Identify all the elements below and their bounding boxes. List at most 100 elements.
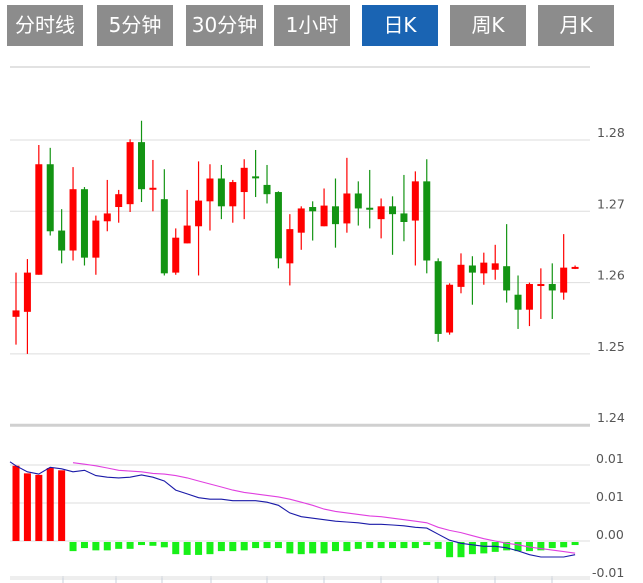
period-tabs: 分时线 5分钟 30分钟 1小时 日K 周K 月K xyxy=(0,0,643,50)
candle-up xyxy=(92,215,100,275)
candle-body xyxy=(195,200,203,227)
candle-down xyxy=(503,224,511,303)
candle-body xyxy=(468,265,476,273)
candle-up xyxy=(12,272,20,345)
macd-bar-negative xyxy=(411,542,419,549)
macd-tick-label: 0.00 xyxy=(596,527,624,542)
candle-down xyxy=(423,159,431,274)
candle-up xyxy=(183,189,191,244)
candle-up xyxy=(297,206,305,250)
tab-weekly-k[interactable]: 周K xyxy=(450,5,526,46)
candle-up xyxy=(149,159,157,212)
candle-body xyxy=(400,213,408,222)
macd-bar-negative xyxy=(138,542,146,546)
candle-body xyxy=(331,206,339,225)
candle-body xyxy=(411,181,419,221)
macd-bar-negative xyxy=(160,542,168,548)
candle-body xyxy=(69,189,77,251)
candle-body xyxy=(354,193,362,209)
candle-up xyxy=(103,179,111,232)
candle-body xyxy=(560,267,568,293)
candle-up xyxy=(525,282,533,327)
price-tick-label: 1.24 xyxy=(597,410,625,425)
candle-down xyxy=(309,201,317,241)
grid-lines xyxy=(10,66,590,583)
candle-body xyxy=(537,284,545,287)
tab-1hour[interactable]: 1小时 xyxy=(274,5,350,46)
macd-bar-positive xyxy=(58,470,66,541)
candle-body xyxy=(480,262,488,274)
candle-up xyxy=(23,259,31,354)
macd-bar-negative xyxy=(195,542,203,555)
macd-bar-positive xyxy=(23,473,31,541)
macd-bar-negative xyxy=(309,542,317,554)
candle-up xyxy=(560,234,568,300)
macd-bar-positive xyxy=(35,474,43,541)
macd-bar-negative xyxy=(400,542,408,549)
tab-timeline[interactable]: 分时线 xyxy=(7,5,83,46)
macd-bar-negative xyxy=(503,542,511,551)
candle-body xyxy=(434,261,442,334)
macd-bar-negative xyxy=(366,542,374,549)
price-tick-label: 1.25 xyxy=(597,339,625,354)
candle-up xyxy=(446,283,454,335)
tab-daily-k[interactable]: 日K xyxy=(362,5,438,46)
candle-body xyxy=(377,206,385,220)
macd-bar-negative xyxy=(343,542,351,552)
price-axis: 1.28 1.27 1.26 1.25 1.24 xyxy=(597,125,625,425)
macd-bar-negative xyxy=(149,542,157,546)
candle-body xyxy=(160,199,168,274)
candle-body xyxy=(571,266,579,269)
candle-down xyxy=(514,275,522,329)
macd-bar-negative xyxy=(126,542,134,549)
candle-body xyxy=(183,225,191,244)
tab-monthly-k[interactable]: 月K xyxy=(538,5,614,46)
candle-body xyxy=(217,178,225,207)
macd-bar-negative xyxy=(103,542,111,551)
macd-bar-negative xyxy=(389,542,397,549)
candle-body xyxy=(229,182,237,207)
macd-bar-positive xyxy=(46,468,54,541)
candle-body xyxy=(115,194,123,208)
candle-body xyxy=(309,207,317,212)
candle-down xyxy=(331,178,339,248)
candle-up xyxy=(343,157,351,233)
candle-body xyxy=(514,294,522,310)
macd-bar-negative xyxy=(468,542,476,555)
candle-up xyxy=(286,214,294,286)
candle-body xyxy=(252,176,260,179)
macd-bar-negative xyxy=(423,542,431,546)
dif-line xyxy=(9,461,576,558)
tab-30min[interactable]: 30分钟 xyxy=(186,5,263,46)
candle-down xyxy=(434,258,442,342)
candle-body xyxy=(491,263,499,270)
candle-body xyxy=(172,237,180,273)
candle-down xyxy=(274,191,282,269)
macd-bar-negative xyxy=(217,542,225,552)
candle-up xyxy=(491,244,499,280)
macd-bar-negative xyxy=(274,542,282,549)
macd-bar-negative xyxy=(560,542,568,548)
macd-bar-negative xyxy=(297,542,305,555)
candle-body xyxy=(12,310,20,317)
candle-body xyxy=(274,192,282,259)
candle-up xyxy=(206,164,214,231)
candle-body xyxy=(126,142,134,205)
candle-down xyxy=(548,263,556,319)
candles xyxy=(12,120,579,354)
candle-up xyxy=(69,167,77,261)
macd-bar-negative xyxy=(377,542,385,549)
tab-5min[interactable]: 5分钟 xyxy=(97,5,173,46)
macd-bar-negative xyxy=(320,542,328,554)
candle-up xyxy=(480,252,488,285)
candle-down xyxy=(160,169,168,276)
candle-up xyxy=(320,188,328,227)
candle-body xyxy=(103,213,111,222)
candle-body xyxy=(389,206,397,215)
macd-bar-negative xyxy=(480,542,488,554)
candle-body xyxy=(138,142,146,190)
macd-bar-negative xyxy=(115,542,123,549)
macd-bar-negative xyxy=(446,542,454,558)
dea-line xyxy=(72,462,576,554)
